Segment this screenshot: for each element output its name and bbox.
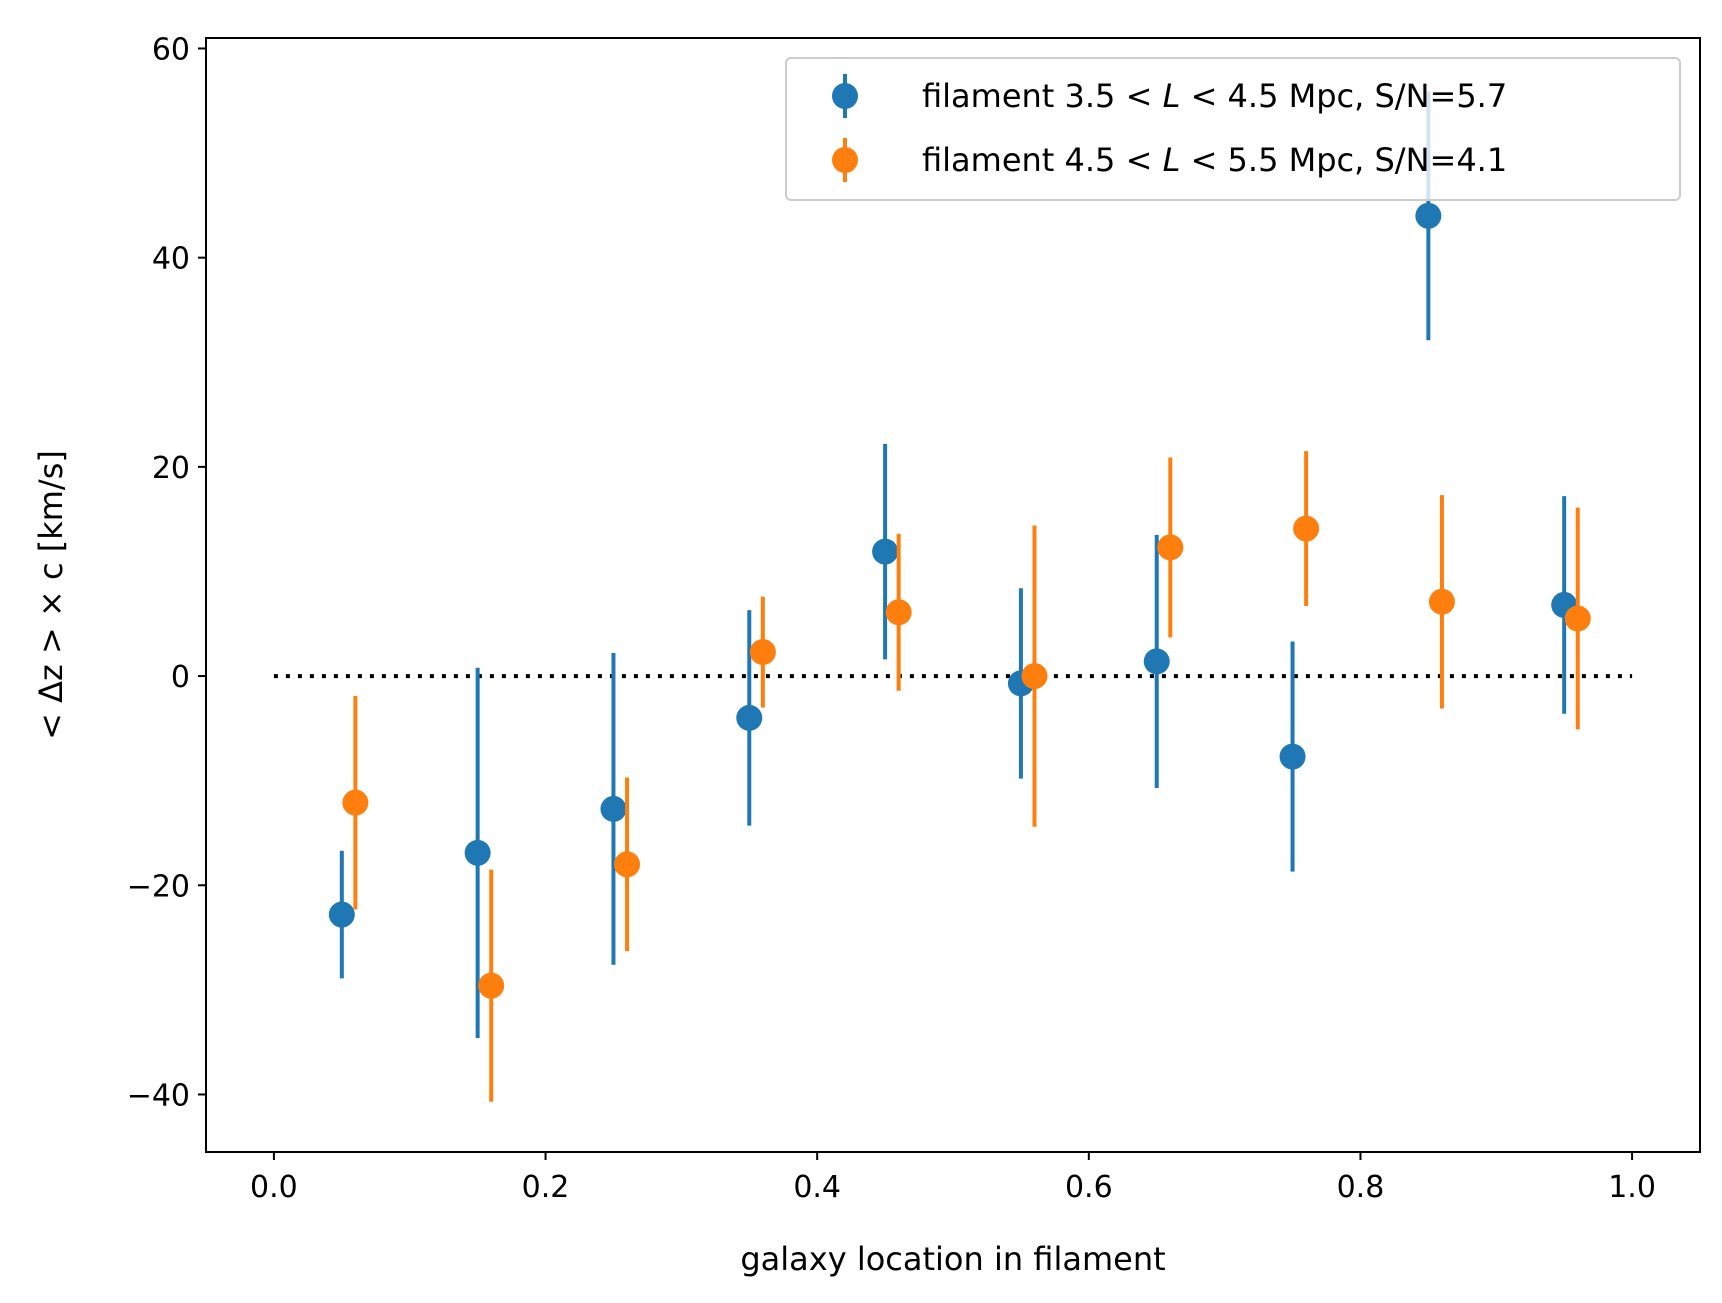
legend-label: filament 3.5 < L < 4.5 Mpc, S/N=5.7 [922, 77, 1507, 115]
legend-box [785, 57, 1681, 201]
data-point [464, 839, 491, 866]
y-tick-label: 40 [152, 242, 190, 277]
data-point [478, 972, 505, 999]
data-point [328, 901, 355, 928]
y-tick-label: 0 [171, 660, 190, 695]
x-tick-label: 0.4 [793, 1170, 841, 1205]
y-axis-label: < Δz > × c [km/s] [32, 450, 70, 740]
data-point [885, 599, 912, 626]
y-tick-label: −20 [127, 869, 190, 904]
legend-label-part: filament 4.5 [922, 141, 1115, 179]
data-point [749, 639, 776, 666]
x-axis: 0.0 0.2 0.4 0.6 0.8 1.0 [250, 1152, 1656, 1205]
x-tick-label: 0.2 [522, 1170, 570, 1205]
legend-label-part: 4.5 Mpc, S/N=5.7 [1217, 77, 1507, 115]
data-point [342, 789, 369, 816]
legend-label-part: filament 3.5 [922, 77, 1115, 115]
data-point [1293, 515, 1320, 542]
x-tick-label: 1.0 [1608, 1170, 1656, 1205]
legend: filament 3.5 < L < 4.5 Mpc, S/N=5.7filam… [785, 57, 1681, 201]
legend-entry-1: filament 3.5 < L < 4.5 Mpc, S/N=5.7 [832, 74, 1507, 118]
legend-label-part: 5.5 Mpc, S/N=4.1 [1217, 141, 1507, 179]
data-point [1415, 202, 1442, 229]
plot-area-frame [205, 37, 1701, 1153]
data-point [1143, 648, 1170, 675]
legend-label-part: < [1180, 141, 1217, 179]
data-point [614, 851, 641, 878]
legend-label-part: < [1115, 141, 1152, 179]
y-tick-label: 20 [152, 451, 190, 486]
legend-label-part: L [1152, 77, 1180, 115]
data-point [1021, 663, 1048, 690]
data-point [872, 538, 899, 565]
series-layer [328, 91, 1591, 1102]
legend-label: filament 4.5 < L < 5.5 Mpc, S/N=4.1 [922, 141, 1507, 179]
x-axis-label: galaxy location in filament [740, 1240, 1165, 1278]
y-axis: −40 −20 0 20 40 60 [127, 32, 206, 1113]
data-point [736, 704, 763, 731]
x-tick-label: 0.8 [1337, 1170, 1385, 1205]
data-point [1564, 605, 1591, 632]
legend-label-part: < [1180, 77, 1217, 115]
data-point [600, 795, 627, 822]
legend-label-part: L [1152, 141, 1180, 179]
data-point [1428, 588, 1455, 615]
legend-marker [832, 147, 858, 173]
data-point [1279, 743, 1306, 770]
legend-marker [832, 83, 858, 109]
series-1 [328, 91, 1578, 1038]
legend-label-part: < [1115, 77, 1152, 115]
x-tick-label: 0.0 [250, 1170, 298, 1205]
series-2 [342, 451, 1591, 1102]
y-tick-label: −40 [127, 1078, 190, 1113]
data-point [1157, 534, 1184, 561]
legend-entry-2: filament 4.5 < L < 5.5 Mpc, S/N=4.1 [832, 138, 1507, 182]
x-tick-label: 0.6 [1065, 1170, 1113, 1205]
y-tick-label: 60 [152, 32, 190, 67]
